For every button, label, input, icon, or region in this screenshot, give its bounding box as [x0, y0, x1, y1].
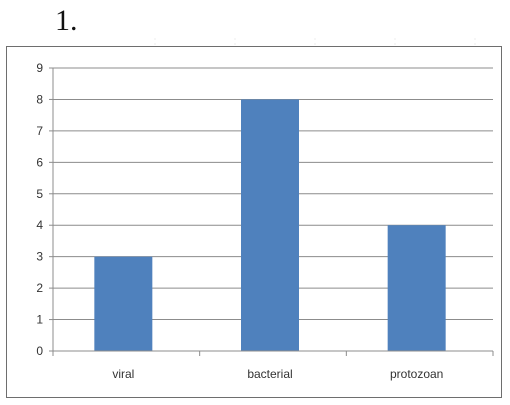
chart-frame: 0 1 2 3 4 5 6 7 8 9 viral bacterial protozoan — [6, 46, 502, 398]
y-tick-label: 5 — [36, 187, 43, 201]
bar-bacterial — [241, 99, 299, 351]
x-category-label: protozoan — [390, 367, 443, 381]
y-tick-label: 3 — [36, 250, 43, 264]
y-tick-label: 4 — [36, 218, 43, 232]
y-tick-label: 8 — [36, 92, 43, 106]
y-axis-ticks: 0 1 2 3 4 5 6 7 8 9 — [36, 61, 53, 358]
bar-chart: 0 1 2 3 4 5 6 7 8 9 viral bacterial protozoan — [36, 61, 494, 381]
y-tick-label: 7 — [36, 124, 43, 138]
y-tick-label: 2 — [36, 281, 43, 295]
y-tick-label: 9 — [36, 61, 43, 75]
y-tick-label: 0 — [36, 344, 43, 358]
bar-viral — [94, 256, 153, 351]
bars — [94, 99, 446, 351]
y-tick-label: 6 — [36, 155, 43, 169]
x-category-label: viral — [112, 367, 134, 381]
y-tick-label: 1 — [36, 313, 43, 327]
x-axis-labels: viral bacterial protozoan — [112, 367, 443, 381]
axes — [52, 68, 494, 356]
question-number: 1. — [55, 4, 78, 37]
bar-protozoan — [387, 225, 446, 351]
x-category-label: bacterial — [247, 367, 292, 381]
